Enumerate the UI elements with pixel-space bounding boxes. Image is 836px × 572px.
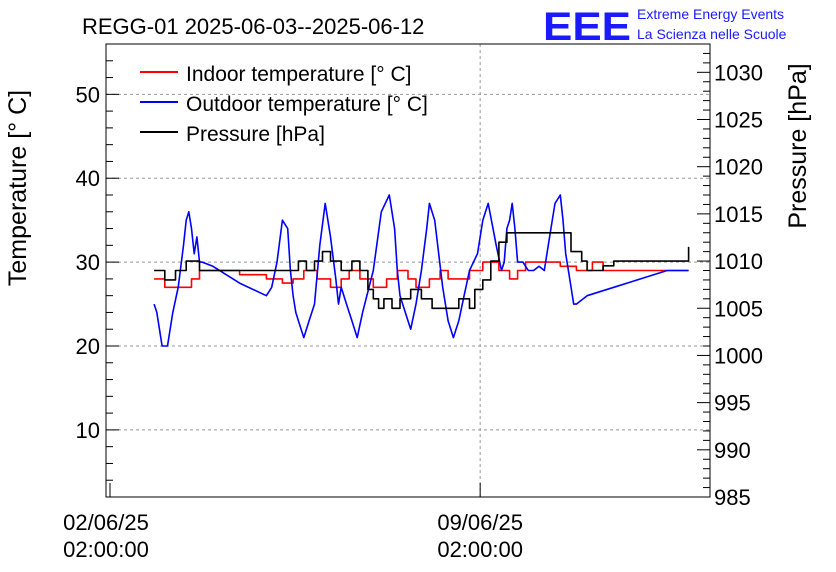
x-tick-label-date: 02/06/25 [63, 510, 149, 535]
y-left-tick-label: 40 [76, 166, 100, 191]
eee-logo: EEE Extreme Energy Events La Scienza nel… [543, 5, 787, 49]
eee-logo-line2: La Scienza nelle Scuole [637, 26, 787, 42]
y-right-tick-label: 995 [714, 391, 751, 416]
y-right-tick-label: 990 [714, 438, 751, 463]
y-axis-right-label: Pressure [hPa] [784, 63, 812, 228]
y-left-tick-label: 20 [76, 334, 100, 359]
x-tick-label-time: 02:00:00 [63, 537, 149, 562]
y-right-tick-label: 1030 [714, 60, 763, 85]
y-right-tick-label: 1015 [714, 202, 763, 227]
eee-logo-line1: Extreme Energy Events [637, 6, 784, 22]
y-left-tick-label: 30 [76, 250, 100, 275]
y-right-tick-label: 1000 [714, 343, 763, 368]
y-right-tick-label: 1005 [714, 296, 763, 321]
left-axis: 10 20 30 40 50 [76, 60, 119, 481]
legend-label-outdoor: Outdoor temperature [° C] [186, 93, 428, 116]
y-right-tick-label: 1025 [714, 108, 763, 133]
series-layer [153, 194, 690, 347]
right-axis: 985 990 995 1000 1005 1010 1015 1020 1025 1030 [697, 52, 763, 510]
grid-lines [105, 44, 710, 497]
y-right-tick-label: 985 [714, 485, 751, 510]
x-tick-label-date: 09/06/25 [437, 510, 523, 535]
chart-title: REGG-01 2025-06-03--2025-06-12 [82, 14, 424, 39]
legend-label-indoor: Indoor temperature [° C] [186, 63, 412, 86]
y-right-tick-label: 1010 [714, 249, 763, 274]
legend-label-pressure: Pressure [hPa] [186, 123, 325, 146]
y-right-tick-label: 1020 [714, 155, 763, 180]
series-line-2 [154, 232, 690, 310]
y-left-tick-label: 10 [76, 418, 100, 443]
series-line-1 [153, 194, 689, 347]
y-left-tick-label: 50 [76, 82, 100, 107]
y-axis-left-label: Temperature [° C] [4, 90, 32, 286]
legend: Indoor temperature [° C] Outdoor tempera… [140, 63, 428, 146]
x-tick-label-time: 02:00:00 [437, 537, 523, 562]
eee-logo-mark: EEE [543, 5, 631, 49]
